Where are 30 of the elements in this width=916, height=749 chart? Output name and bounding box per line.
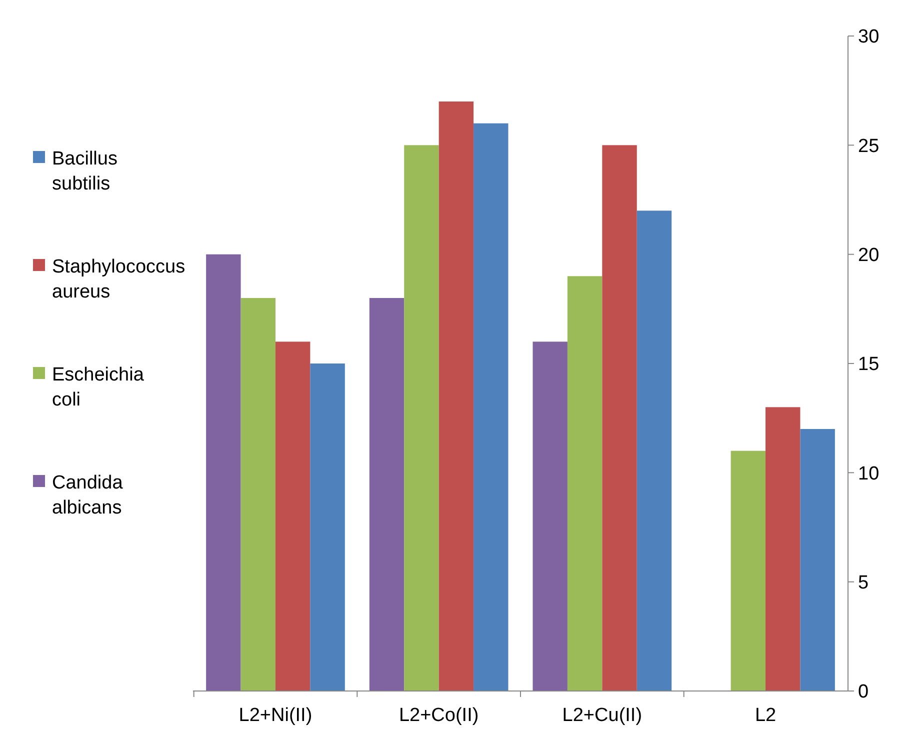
bar [567,276,602,691]
legend-label: Bacillus subtilis [52,148,118,194]
bar [532,342,568,691]
y-tick-label: 25 [858,136,880,157]
bar [800,429,835,691]
y-tick-label: 20 [858,244,880,266]
y-tick-label: 30 [858,26,880,48]
x-tick-label: L2+Ni(II) [238,705,312,726]
bar [369,298,404,691]
bar [206,254,241,691]
x-tick-label: L2+Co(II) [398,705,479,726]
bar [404,145,439,691]
bar [474,123,508,691]
x-tick-label: L2+Cu(II) [562,705,642,726]
bar [438,102,474,691]
bar [730,450,766,691]
bar [275,342,310,691]
y-tick-label: 0 [858,682,869,703]
bar [310,364,345,691]
legend-label: Candida albicans [52,472,124,518]
bar [602,145,637,691]
bar [240,298,276,691]
bar [636,210,672,691]
legend-label: Escheichia coli [52,364,144,410]
y-tick-label: 5 [858,572,869,594]
bar [766,407,800,691]
y-tick-label: 10 [858,463,880,484]
x-tick-label: L2 [754,705,776,726]
y-tick-label: 15 [858,354,880,376]
legend-label: Staphylococcus aureus [52,256,186,302]
